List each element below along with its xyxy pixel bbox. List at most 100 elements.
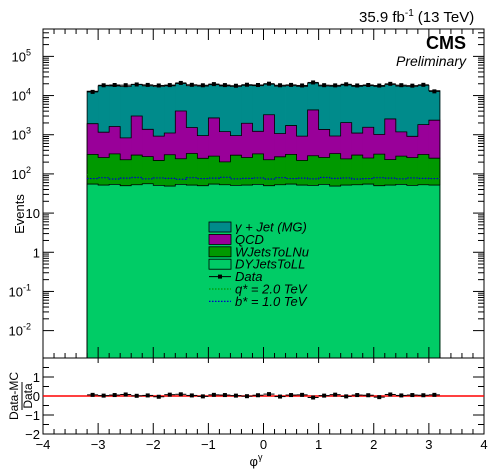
data-point-marker [300, 83, 305, 88]
ratio-point-marker [189, 393, 194, 398]
data-point [318, 83, 330, 88]
ratio-point-marker [267, 392, 272, 397]
ratio-point-marker [278, 394, 283, 399]
stack-bar [219, 184, 231, 358]
ratio-point-marker [300, 392, 305, 397]
ratio-point [263, 392, 275, 397]
legend-swatch [208, 258, 232, 270]
ratio-point [362, 393, 374, 398]
data-point [373, 83, 385, 88]
data-point-marker [101, 83, 106, 88]
stack-bar [351, 184, 364, 358]
stack-bar [153, 185, 165, 358]
stack-bar [109, 184, 121, 358]
y-tick-base: 10 [9, 324, 23, 339]
ratio-point [406, 393, 418, 398]
ratio-point-marker [344, 394, 349, 399]
stack-bar [417, 184, 430, 358]
y-tick-base: 10 [12, 167, 26, 182]
ratio-point-marker [156, 394, 161, 399]
ratio-point [285, 393, 297, 398]
y-tick-label: 103 [12, 126, 31, 143]
data-point-marker [377, 83, 382, 88]
data-point-marker [178, 80, 183, 85]
data-point-marker [211, 82, 216, 87]
ratio-point-marker [432, 392, 437, 397]
legend-label: γ + Jet (MG) [235, 220, 307, 235]
ratio-point [164, 392, 176, 397]
legend-swatch-marker [218, 274, 222, 279]
data-point [87, 89, 99, 94]
ratio-point [219, 393, 231, 398]
legend-entry: γ + Jet (MG) [208, 220, 307, 235]
ratio-point [197, 394, 209, 399]
ratio-point-marker [211, 392, 216, 397]
ratio-point-marker [410, 393, 415, 398]
data-point-marker [388, 81, 393, 86]
y-tick-label: 105 [12, 47, 31, 64]
x-tick-label: 3 [425, 437, 432, 452]
ratio-point-marker [311, 395, 316, 400]
stack-bar [274, 184, 286, 358]
ratio-point [142, 393, 154, 398]
stacked-histograms [86, 82, 441, 359]
stack-bar [307, 185, 320, 358]
x-tick-label: 2 [370, 437, 377, 452]
cms-label: CMS [426, 33, 466, 53]
stack-bar [131, 184, 143, 358]
stack-bar [285, 184, 297, 358]
ratio-point [252, 393, 264, 398]
data-point [406, 83, 418, 88]
data-point [285, 82, 297, 87]
ratio-point-marker [322, 393, 327, 398]
stack-bar [373, 185, 386, 358]
y-tick-base: 10 [26, 206, 40, 221]
x-tick-label: 0 [260, 437, 267, 452]
y-tick-label: 102 [12, 165, 31, 182]
signal-lines [87, 173, 440, 180]
data-point [219, 83, 231, 88]
y-tick-exponent: 2 [26, 165, 31, 175]
stack-bar [395, 184, 408, 358]
ratio-point [351, 393, 363, 398]
ratio-point [230, 393, 242, 398]
ratio-tick-label: −1 [25, 408, 40, 423]
stack-bar [120, 185, 132, 358]
stack-bar [142, 183, 154, 358]
legend-label: QCD [235, 232, 264, 247]
legend-swatch [208, 233, 232, 245]
data-point [340, 82, 352, 87]
legend-entry: Data [209, 269, 262, 284]
data-point [98, 83, 110, 88]
ratio-tick-label: −2 [25, 427, 40, 442]
legend-entry: b* = 1.0 TeV [209, 294, 308, 309]
data-point-marker [255, 83, 260, 88]
x-axis-title: φγ [250, 452, 263, 469]
ratio-point [340, 394, 352, 399]
data-point [142, 82, 154, 87]
stack-bar [164, 186, 176, 358]
ratio-point-marker [255, 393, 260, 398]
ratio-y-axis: −2 −1 0 1 [25, 367, 484, 442]
stack-bar [230, 185, 242, 358]
ratio-point-marker [222, 393, 227, 398]
data-point [241, 82, 253, 87]
ratio-point-marker [134, 393, 139, 398]
stack-bar [175, 184, 187, 358]
data-point [186, 82, 198, 87]
ratio-point-marker [178, 392, 183, 397]
data-point [362, 83, 374, 88]
legend-label: Data [235, 269, 262, 284]
legend-label: DYJetsToLL [235, 257, 305, 272]
legend-entry: WJetsToLNu [208, 244, 309, 259]
ratio-point-marker [289, 393, 294, 398]
stack-bar [406, 185, 419, 358]
ratio-tick-label: 0 [33, 389, 40, 404]
stack-bar [296, 185, 308, 358]
data-point [395, 83, 407, 88]
legend-swatch [208, 221, 232, 233]
ratio-point-marker [123, 392, 128, 397]
ratio-point-marker [421, 393, 426, 398]
ratio-point-marker [233, 393, 238, 398]
